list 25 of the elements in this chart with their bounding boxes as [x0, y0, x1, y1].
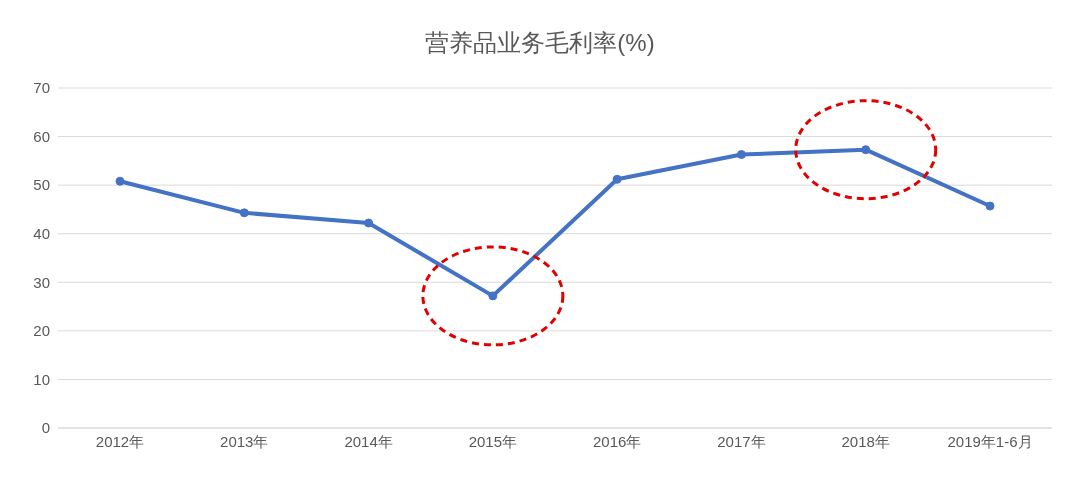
point	[736, 150, 746, 160]
y-tick-label: 40	[33, 225, 50, 243]
y-tick-label: 20	[33, 322, 50, 340]
x-tick-label: 2012年	[95, 432, 145, 450]
point	[239, 208, 249, 218]
y-tick-label: 30	[33, 273, 50, 291]
x-tick-label: 2018年	[841, 432, 890, 450]
point	[612, 174, 622, 184]
point	[985, 201, 995, 211]
x-tick-label: 2015年	[468, 432, 518, 450]
point	[115, 176, 125, 186]
y-tick-label: 0	[41, 419, 50, 437]
x-tick-label: 2016年	[592, 432, 642, 450]
x-tick-label: 2017年	[717, 432, 766, 450]
point	[364, 218, 374, 228]
point	[861, 145, 871, 155]
y-tick-label: 70	[33, 79, 50, 97]
chart-title: 营养品业务毛利率(%)	[424, 28, 656, 58]
x-tick-label: 2013年	[220, 432, 269, 450]
x-tick-label: 2019年1-6月	[947, 432, 1033, 450]
y-tick-label: 50	[33, 176, 50, 194]
y-tick-label: 60	[33, 127, 50, 145]
x-tick-label: 2014年	[344, 432, 393, 450]
point	[488, 291, 498, 301]
y-tick-label: 10	[33, 370, 50, 388]
